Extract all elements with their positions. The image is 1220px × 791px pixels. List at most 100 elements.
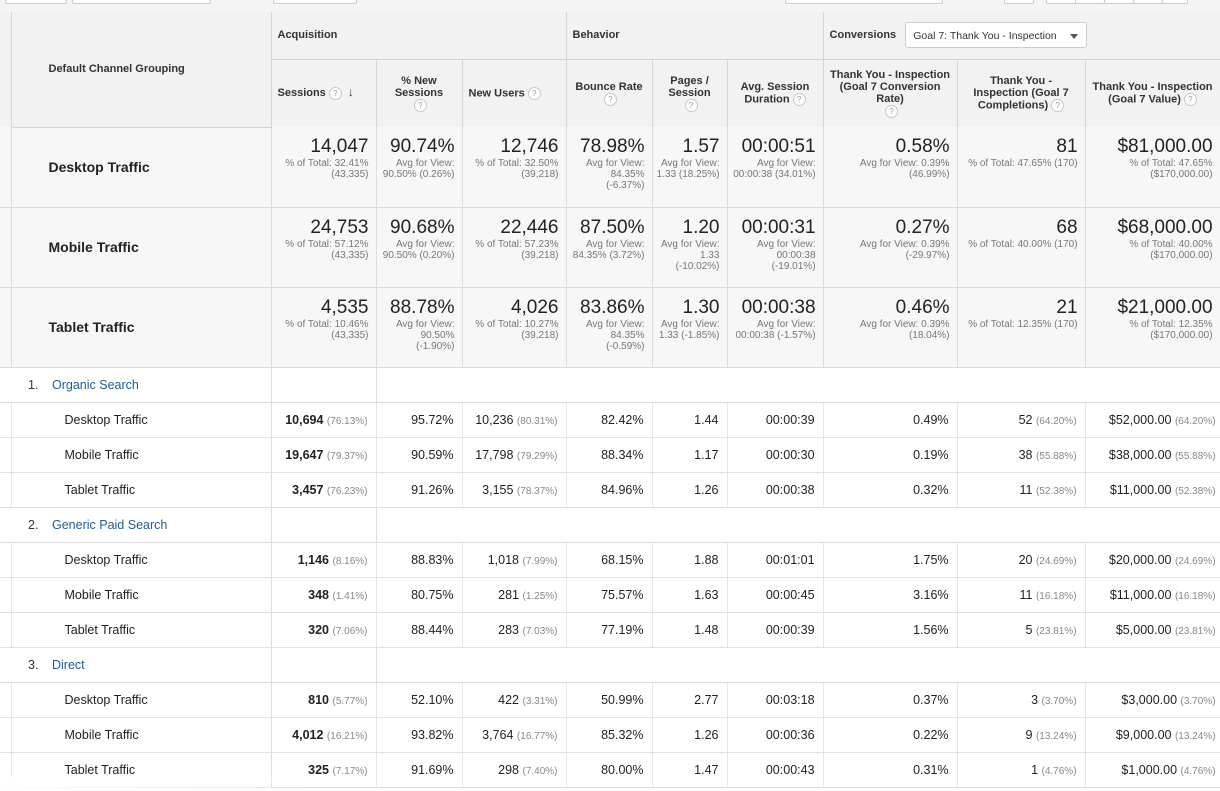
new-users-total: 12,746 bbox=[500, 136, 559, 157]
toolbar-control[interactable] bbox=[1046, 0, 1076, 4]
new-users-cell: 17,798 (79.29%) bbox=[462, 437, 567, 473]
row-select-cell[interactable] bbox=[0, 367, 11, 403]
new-sessions-total-cell: 88.78% Avg for View: 90.50% (-1.90%) bbox=[376, 287, 463, 368]
pages-session-total-cell: 1.20 Avg for View: 1.33 (-10.02%) bbox=[652, 207, 728, 288]
completions-total-cell: 81% of Total: 47.65% (170) bbox=[957, 127, 1086, 208]
toolbar-control[interactable] bbox=[72, 0, 211, 4]
summary-rows: Desktop Traffic 14,047% of Total: 32.41% … bbox=[0, 127, 1220, 368]
conv-rate-header-label: Thank You - Inspection (Goal 7 Conversio… bbox=[830, 68, 951, 105]
value-header[interactable]: Thank You - Inspection (Goal 7 Value)? bbox=[1085, 59, 1220, 127]
channel-group-link[interactable]: Direct bbox=[52, 657, 85, 672]
value-percent: (64.20%) bbox=[1174, 415, 1216, 427]
completions-percent: (24.69%) bbox=[1035, 555, 1077, 567]
table-row: Mobile Traffic 19,647 (79.37%) 90.59% 17,79… bbox=[0, 437, 1220, 473]
channel-group-link[interactable]: Organic Search bbox=[52, 377, 139, 392]
value-cell: $5,000.00 (23.81%) bbox=[1085, 612, 1220, 648]
sessions-percent: (16.21%) bbox=[326, 730, 368, 742]
new-users-total-cell: 4,026% of Total: 10.27% (39,218) bbox=[462, 287, 567, 368]
bounce-rate-cell: 88.34% bbox=[566, 437, 653, 473]
new-sessions-header[interactable]: % New Sessions? bbox=[376, 59, 463, 127]
new-users-header[interactable]: New Users? bbox=[462, 59, 567, 127]
help-icon[interactable]: ? bbox=[1183, 92, 1197, 106]
completions-percent: (4.76%) bbox=[1041, 765, 1077, 777]
help-icon[interactable]: ? bbox=[328, 87, 342, 101]
row-select-cell bbox=[0, 402, 12, 438]
help-icon[interactable]: ? bbox=[1051, 98, 1065, 112]
new-users-cell: 283 (7.03%) bbox=[462, 612, 567, 648]
dimension-header[interactable]: Default Channel Grouping bbox=[11, 12, 272, 128]
sessions-value: 3,457 bbox=[292, 482, 324, 497]
toolbar-control[interactable] bbox=[1133, 0, 1163, 4]
value-cell: $11,000.00 (16.18%) bbox=[1085, 577, 1220, 613]
avg-duration-total: 00:00:38 bbox=[741, 296, 816, 318]
channel-group-link[interactable]: Generic Paid Search bbox=[52, 517, 168, 532]
pages-session-header-label: Pages / Session bbox=[668, 74, 711, 99]
help-icon[interactable]: ? bbox=[684, 98, 698, 112]
new-users-percent: (78.37%) bbox=[516, 485, 558, 497]
avg-duration-cell: 00:00:36 bbox=[727, 717, 824, 753]
goal-select[interactable]: Goal 7: Thank You - Inspection bbox=[905, 22, 1088, 49]
completions-percent: (52.38%) bbox=[1035, 485, 1077, 497]
channel-group-sessions-cell bbox=[270, 507, 377, 543]
channel-group-number: 3. bbox=[28, 657, 39, 672]
value-total-comparison: % of Total: 40.00% ($170,000.00) bbox=[1129, 238, 1213, 261]
help-icon[interactable]: ? bbox=[527, 86, 541, 100]
value-percent: (13.24%) bbox=[1174, 730, 1216, 742]
toolbar-control[interactable] bbox=[1104, 0, 1134, 4]
avg-duration-header[interactable]: Avg. Session Duration? bbox=[727, 59, 824, 127]
completions-value: 11 bbox=[1019, 587, 1033, 602]
row-select-cell[interactable] bbox=[0, 647, 11, 683]
completions-cell: 11 (16.18%) bbox=[957, 577, 1086, 613]
new-users-cell: 10,236 (80.31%) bbox=[462, 402, 567, 438]
new-users-percent: (3.31%) bbox=[522, 695, 558, 707]
value-total-comparison: % of Total: 47.65% ($170,000.00) bbox=[1129, 158, 1213, 180]
toolbar-control[interactable] bbox=[785, 0, 943, 4]
toolbar-control[interactable] bbox=[1075, 0, 1105, 4]
help-icon[interactable]: ? bbox=[792, 92, 806, 106]
toolbar-control[interactable] bbox=[1162, 0, 1188, 4]
help-icon[interactable]: ? bbox=[604, 92, 617, 106]
bounce-rate-header[interactable]: Bounce Rate? bbox=[566, 59, 653, 127]
avg-duration-total-comparison: Avg for View: 00:00:38 (-19.01%) bbox=[756, 238, 816, 272]
toolbar-control[interactable] bbox=[273, 0, 357, 4]
bounce-rate-total-cell: 83.86% Avg for View: 84.35% (-0.59%) bbox=[566, 287, 653, 368]
completions-cell: 5 (23.81%) bbox=[957, 612, 1086, 648]
avg-duration-cell: 00:03:18 bbox=[727, 682, 824, 718]
completions-value: 52 bbox=[1018, 412, 1033, 427]
table-row: Mobile Traffic 348 (1.41%) 80.75% 281 (1.25… bbox=[0, 577, 1220, 613]
completions-percent: (16.18%) bbox=[1035, 590, 1077, 602]
avg-duration-total-cell: 00:00:51 Avg for View: 00:00:38 (34.01%) bbox=[727, 127, 824, 208]
sessions-header[interactable]: Sessions? ↓ bbox=[271, 59, 377, 127]
new-users-total-comparison: % of Total: 32.50% (39,218) bbox=[475, 158, 559, 180]
toolbar-control[interactable] bbox=[1004, 0, 1034, 4]
value-percent: (52.38%) bbox=[1174, 485, 1216, 497]
value-total-cell: $21,000.00% of Total: 12.35% ($170,000.0… bbox=[1085, 287, 1220, 368]
toolbar-control[interactable] bbox=[5, 0, 67, 4]
sessions-value: 810 bbox=[308, 692, 329, 707]
new-users-cell: 3,764 (16.77%) bbox=[462, 717, 567, 753]
channel-group-name-cell: 2. Generic Paid Search bbox=[11, 507, 271, 543]
sessions-percent: (1.41%) bbox=[332, 590, 368, 602]
completions-percent: (3.70%) bbox=[1041, 695, 1077, 707]
conv-rate-cell: 1.75% bbox=[823, 542, 958, 578]
help-icon[interactable]: ? bbox=[414, 98, 427, 112]
bounce-rate-cell: 77.19% bbox=[566, 612, 653, 648]
conv-rate-header[interactable]: Thank You - Inspection (Goal 7 Conversio… bbox=[823, 59, 958, 127]
avg-duration-header-label: Avg. Session Duration bbox=[740, 80, 810, 106]
row-select-cell bbox=[0, 577, 12, 613]
new-sessions-cell: 52.10% bbox=[376, 682, 463, 718]
new-users-total: 4,026 bbox=[510, 296, 559, 318]
row-select-cell bbox=[0, 127, 12, 208]
bounce-rate-cell: 82.42% bbox=[566, 402, 653, 438]
sort-desc-icon[interactable]: ↓ bbox=[347, 85, 354, 100]
row-select-cell[interactable] bbox=[0, 507, 11, 543]
new-users-percent: (80.31%) bbox=[516, 415, 558, 427]
value-total: $21,000.00 bbox=[1117, 296, 1213, 318]
help-icon[interactable]: ? bbox=[885, 104, 899, 118]
completions-percent: (64.20%) bbox=[1035, 415, 1077, 427]
completions-header[interactable]: Thank You - Inspection (Goal 7 Completio… bbox=[957, 59, 1086, 127]
value-percent: (4.76%) bbox=[1180, 765, 1216, 777]
scroll-fade bbox=[0, 775, 340, 791]
pages-session-total-cell: 1.57 Avg for View: 1.33 (18.25%) bbox=[652, 127, 728, 208]
pages-session-header[interactable]: Pages / Session? bbox=[652, 59, 728, 127]
